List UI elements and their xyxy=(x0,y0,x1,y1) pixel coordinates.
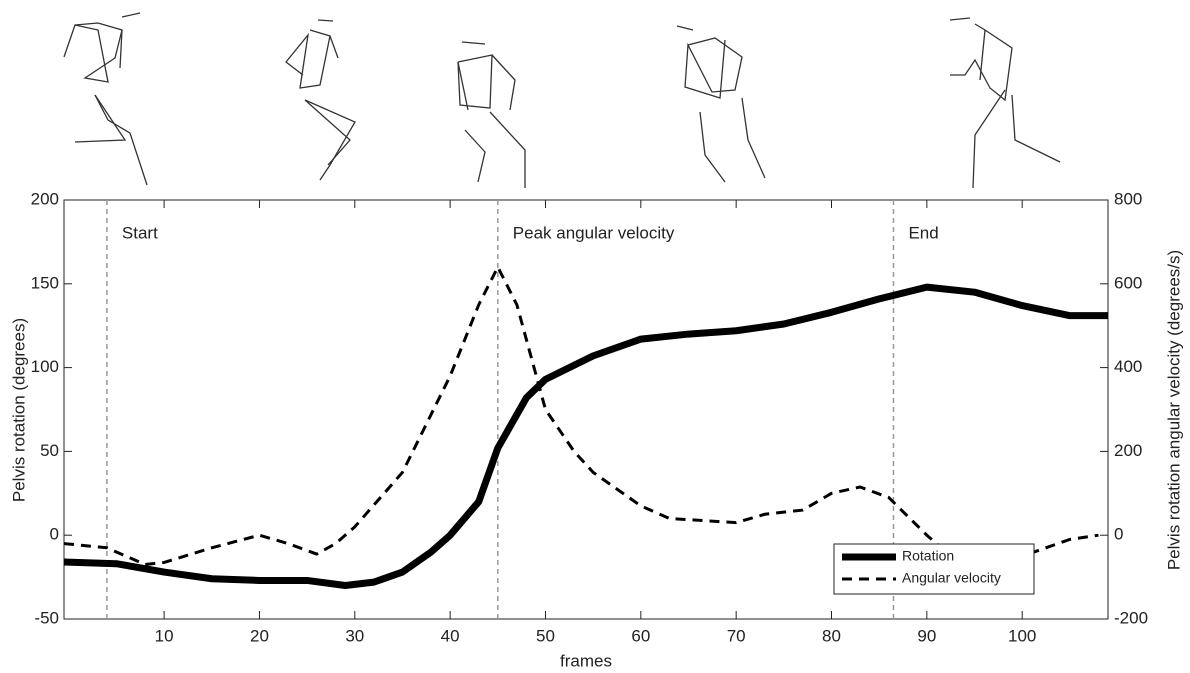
x-tick-label: 70 xyxy=(727,626,746,645)
y-tick-label: 100 xyxy=(31,357,59,376)
y-tick-label: 0 xyxy=(50,525,59,544)
y-tick-label: -50 xyxy=(34,608,59,627)
series-line xyxy=(64,287,1108,585)
x-tick-label: 60 xyxy=(631,626,650,645)
y-tick-label: 150 xyxy=(31,273,59,292)
x-tick-label: 90 xyxy=(917,626,936,645)
x-tick-label: 100 xyxy=(1008,626,1036,645)
y2-tick-label: 0 xyxy=(1114,525,1123,544)
x-tick-label: 10 xyxy=(155,626,174,645)
event-label: Peak angular velocity xyxy=(513,223,675,242)
x-tick-label: 50 xyxy=(536,626,555,645)
y2-tick-label: 800 xyxy=(1114,189,1142,208)
legend-label: Angular velocity xyxy=(902,570,1001,586)
y-tick-label: 50 xyxy=(40,441,59,460)
chart: frames Pelvis rotation (degrees) Pelvis … xyxy=(0,0,1190,673)
event-label: Start xyxy=(122,223,158,242)
y2-tick-label: 400 xyxy=(1114,357,1142,376)
y2-tick-label: 200 xyxy=(1114,441,1142,460)
x-tick-label: 30 xyxy=(345,626,364,645)
y2-axis-label: Pelvis rotation angular velocity (degree… xyxy=(1164,250,1183,570)
y2-tick-label: 600 xyxy=(1114,273,1142,292)
x-tick-label: 20 xyxy=(250,626,269,645)
y-tick-label: 200 xyxy=(31,189,59,208)
event-label: End xyxy=(908,223,938,242)
y2-tick-label: -200 xyxy=(1114,608,1148,627)
legend-label: Rotation xyxy=(902,548,954,564)
x-tick-label: 80 xyxy=(822,626,841,645)
y-axis-label: Pelvis rotation (degrees) xyxy=(9,318,28,502)
stick-figures xyxy=(64,13,1060,188)
x-tick-label: 40 xyxy=(441,626,460,645)
series-line xyxy=(64,267,1098,569)
x-axis-label: frames xyxy=(560,651,612,670)
